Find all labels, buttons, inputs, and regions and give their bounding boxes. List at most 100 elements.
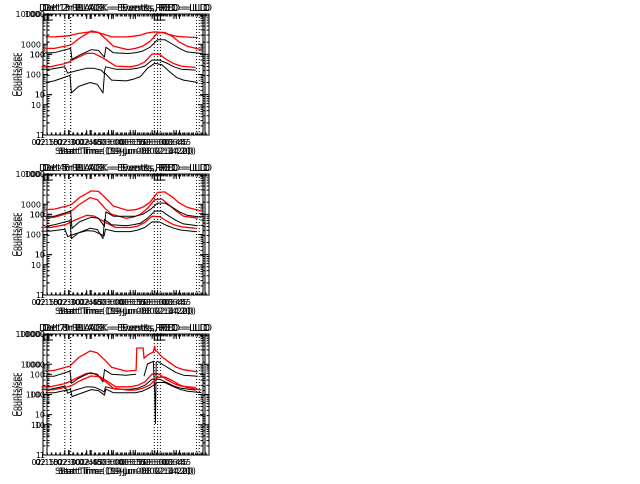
plot-frame (42, 13, 204, 136)
series-line-events (45, 382, 202, 398)
x-tick-label: 03:15 (119, 138, 142, 147)
panel-det-6r: Det 6r BLACK = Events, RED = LLD11010010… (15, 163, 212, 317)
y-tick-label: 10 (35, 411, 45, 420)
y-tick-label: 1000 (25, 330, 45, 339)
y-tick-label: 10 (35, 251, 45, 260)
x-tick-label: 03:30 (146, 138, 169, 147)
x-tick-label: 03:00 (100, 458, 123, 467)
series-line-events (45, 39, 202, 60)
x-tick-label: 02:15 (35, 138, 58, 147)
x-tick-label: 03:45 (165, 138, 188, 147)
y-tick-label: 1000 (25, 360, 45, 369)
y-tick-label: 1 (40, 131, 45, 140)
x-tick-label: 02:45 (75, 458, 98, 467)
y-axis-label: Counts/sec (15, 212, 24, 256)
y-tick-label: 10 (35, 91, 45, 100)
x-tick-label: 02:30 (58, 138, 81, 147)
x-tick-label: 02:15 (31, 138, 54, 147)
x-tick-label: 02:30 (53, 298, 76, 307)
x-tick-label: 02:45 (80, 298, 103, 307)
panel-title: Det 6r BLACK = Events, RED = LLD (44, 163, 212, 174)
x-tick-label: 02:15 (31, 458, 54, 467)
series-line-lld (45, 30, 202, 51)
x-axis-label: Start Time (19-Jun-08 02:14:20) (55, 307, 191, 317)
x-axis-label: Start Time (19-Jun-08 02:14:20) (55, 147, 191, 157)
panel-title: Det 7r BLACK = Events, RED = LLD (39, 323, 207, 334)
y-tick-label: 1 (40, 451, 45, 460)
y-tick-label: 10 (31, 101, 41, 110)
x-tick-label: 03:45 (168, 298, 191, 307)
x-tick-label: 03:15 (119, 298, 142, 307)
panel-title: Det 4r BLACK = Events, RED = LLD (39, 163, 207, 174)
panel-det-5r: Det 5r BLACK = Events, RED = LLD11010010… (15, 163, 210, 317)
x-tick-label: 02:15 (35, 458, 58, 467)
series-line-lld (45, 190, 202, 212)
x-tick-label: 03:00 (102, 458, 125, 467)
panel-title: Det 5r BLACK = Events, RED = LLD (42, 163, 210, 174)
x-tick-label: 03:00 (97, 458, 120, 467)
x-tick-label: 03:15 (122, 458, 145, 467)
x-tick-label: 03:30 (141, 138, 164, 147)
y-tick-label: 10 (31, 421, 41, 430)
y-tick-label: 1000 (25, 170, 45, 179)
x-axis-label: Start Time (19-Jun-08 02:14:20) (60, 147, 196, 157)
y-tick-label: 1 (40, 131, 45, 140)
x-tick-label: 03:15 (119, 458, 142, 467)
series-line-lld (41, 52, 196, 69)
x-tick-label: 02:15 (31, 298, 54, 307)
series-line-events (45, 202, 202, 229)
x-tick-label: 02:45 (79, 458, 102, 467)
x-tick-label: 03:00 (97, 298, 120, 307)
x-tick-label: 03:45 (168, 138, 191, 147)
y-tick-label: 1000 (21, 200, 41, 209)
series-line-events (41, 378, 196, 394)
x-tick-label: 03:30 (143, 298, 166, 307)
y-tick-label: 10000 (16, 170, 41, 179)
y-tick-label: 1000 (21, 360, 41, 369)
x-tick-label: 02:45 (79, 138, 102, 147)
x-tick-label: 03:45 (168, 458, 191, 467)
bracket-marker (159, 333, 166, 341)
x-tick-label: 03:30 (143, 138, 166, 147)
x-tick-label: 02:30 (58, 458, 81, 467)
x-tick-label: 02:45 (80, 138, 103, 147)
x-tick-label: 03:00 (100, 138, 123, 147)
x-tick-label: 02:45 (75, 138, 98, 147)
y-axis-label: Counts/sec (15, 212, 24, 256)
y-tick-label: 1000 (25, 170, 45, 179)
x-tick-label: 03:15 (122, 138, 145, 147)
y-tick-label: 1 (40, 291, 45, 300)
x-tick-label: 02:45 (80, 458, 103, 467)
x-tick-label: 02:45 (79, 298, 102, 307)
y-tick-label: 10000 (20, 330, 45, 339)
panel-title: Det 2r BLACK = Events, RED = LLD (42, 3, 210, 14)
y-tick-label: 10 (35, 251, 45, 260)
y-tick-label: 100 (30, 391, 45, 400)
y-tick-label: 100 (30, 210, 45, 219)
x-tick-label: 03:45 (165, 458, 188, 467)
panel-det-9r: Det 9r BLACK = Events, RED = LLD11010010… (15, 323, 212, 477)
x-tick-label: 03:15 (124, 298, 147, 307)
x-tick-label: 03:30 (143, 458, 166, 467)
x-tick-label: 03:15 (122, 298, 145, 307)
y-tick-label: 10 (35, 91, 45, 100)
y-tick-label: 100 (26, 391, 41, 400)
x-tick-label: 03:45 (162, 458, 185, 467)
series-line-events (41, 221, 196, 238)
y-tick-label: 1 (36, 131, 41, 140)
x-tick-label: 03:00 (97, 138, 120, 147)
y-axis-label: Counts/sec (11, 212, 20, 256)
x-tick-label: 02:15 (35, 298, 58, 307)
x-tick-label: 03:45 (162, 138, 185, 147)
x-tick-label: 02:15 (35, 298, 58, 307)
x-axis-label: Start Time (19-Jun-08 02:14:20) (58, 147, 194, 157)
x-tick-label: 02:30 (58, 298, 81, 307)
panel-title: Det 3r BLACK = Events, RED = LLD (44, 3, 212, 14)
x-tick-label: 03:30 (141, 458, 164, 467)
x-axis-label: Start Time (19-Jun-08 02:14:20) (60, 307, 196, 317)
panel-det-3r: Det 3r BLACK = Events, RED = LLD11010010… (15, 3, 212, 157)
y-tick-label: 10000 (16, 10, 41, 19)
series-line-lld (41, 372, 196, 389)
series-line-events (45, 360, 198, 425)
x-axis-label: Start Time (19-Jun-08 02:14:20) (58, 467, 194, 477)
